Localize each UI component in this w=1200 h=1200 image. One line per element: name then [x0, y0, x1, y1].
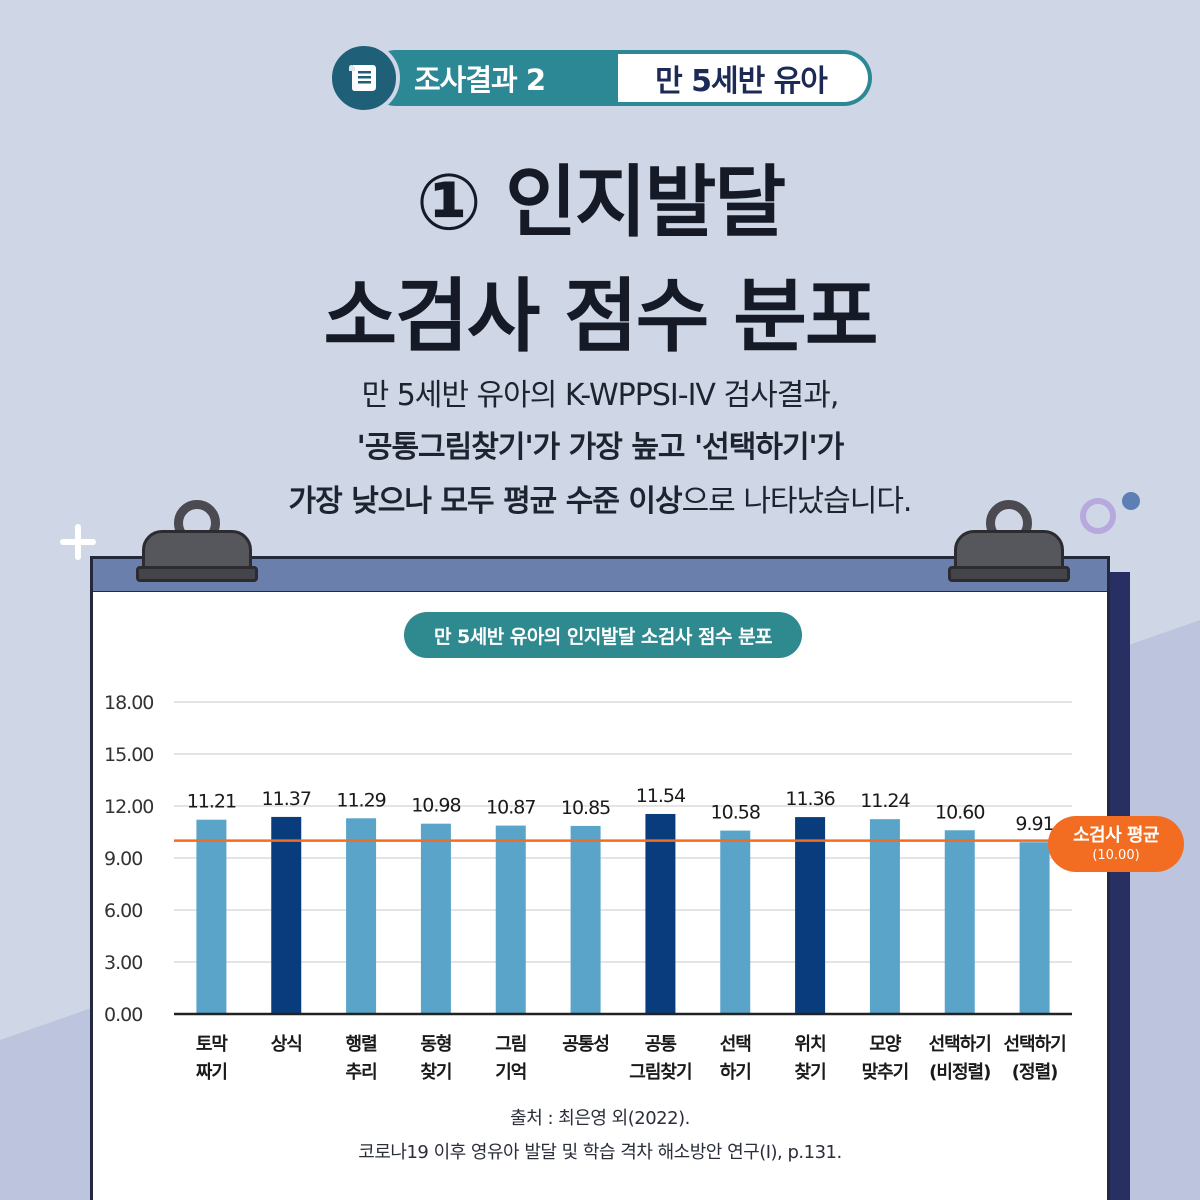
binder-clip-left-icon: [136, 500, 258, 584]
data-label: 11.24: [860, 790, 910, 812]
data-label: 10.58: [711, 802, 760, 824]
bar: [420, 823, 451, 1014]
y-tick-label: 18.00: [104, 692, 153, 714]
x-tick-label: (비정렬): [929, 1061, 990, 1083]
y-tick-label: 12.00: [104, 796, 153, 818]
x-tick-label: 위치: [795, 1034, 826, 1055]
y-tick-label: 6.00: [104, 900, 142, 922]
section-badge: 조사결과 2 만 5세반 유아: [328, 42, 872, 114]
bar-chart: 0.00 3.00 6.00 9.00 12.00 15.00 18.00 11.21 토막짜기…: [104, 692, 1072, 1083]
bar: [495, 825, 526, 1014]
x-tick-label: 짜기: [196, 1062, 227, 1083]
x-tick-label: 공통성: [562, 1034, 609, 1055]
x-tick-label: 찾기: [795, 1062, 826, 1083]
chart-title: 만 5세반 유아의 인지발달 소검사 점수 분포: [404, 612, 802, 658]
data-label: 11.37: [262, 788, 311, 810]
bar: [720, 830, 751, 1014]
data-label: 10.87: [486, 797, 535, 819]
x-tick-label: (정렬): [1012, 1061, 1058, 1083]
x-tick-label: 선택: [720, 1034, 751, 1055]
bar: [795, 817, 826, 1014]
plus-decoration-icon: [58, 522, 98, 562]
x-tick-label: 선택하기: [929, 1034, 991, 1055]
x-tick-label: 그림: [495, 1034, 526, 1055]
bar: [1019, 842, 1050, 1014]
bar: [570, 825, 601, 1014]
description-line3-bold: 가장 낮으나 모두 평균 수준 이상: [288, 484, 683, 519]
ring-decoration-icon: [1080, 498, 1116, 534]
x-tick-label: 공통: [645, 1034, 677, 1055]
board-shadow: [1110, 572, 1130, 1200]
source-citation-line2: 코로나19 이후 영유아 발달 및 학습 격차 해소방안 연구(Ⅰ), p.13…: [358, 1142, 842, 1163]
bar: [645, 813, 676, 1014]
data-label: 11.29: [336, 789, 385, 811]
x-tick-label: 동형: [420, 1034, 451, 1055]
data-label: 10.98: [411, 795, 460, 817]
scroll-icon: [328, 42, 400, 114]
x-tick-label: 맞추기: [862, 1062, 909, 1083]
x-tick-label: 모양: [869, 1034, 902, 1055]
source-citation-line1: 출처 : 최은영 외(2022).: [510, 1108, 690, 1129]
data-label: 11.21: [187, 791, 236, 813]
page-title-line1: ① 인지발달: [415, 158, 786, 248]
y-tick-label: 3.00: [104, 952, 142, 974]
y-tick-label: 9.00: [104, 848, 142, 870]
badge-subject-label: 만 5세반 유아: [614, 50, 872, 106]
average-reference-label: 소검사 평균 (10.00): [1048, 816, 1184, 872]
data-label: 11.36: [785, 788, 834, 810]
bar: [271, 816, 302, 1014]
x-tick-label: 그림찾기: [629, 1062, 691, 1083]
y-tick-label: 0.00: [104, 1004, 142, 1026]
data-label: 9.91: [1015, 813, 1053, 835]
page-title-line2: 소검사 점수 분포: [323, 270, 879, 363]
data-label: 10.60: [935, 801, 984, 823]
bar: [346, 818, 377, 1014]
x-tick-label: 상식: [271, 1034, 302, 1055]
binder-clip-right-icon: [948, 500, 1070, 584]
description-line2: '공통그림찾기'가 가장 높고 '선택하기'가: [356, 430, 845, 465]
description-line3: 가장 낮으나 모두 평균 수준 이상으로 나타났습니다.: [0, 476, 1200, 520]
badge-section-label: 조사결과 2: [368, 50, 618, 106]
description-line1: 만 5세반 유아의 K-WPPSI-IV 검사결과,: [361, 378, 840, 413]
x-tick-label: 기억: [495, 1062, 526, 1083]
average-label-text: 소검사 평균: [1072, 824, 1160, 846]
x-tick-label: 선택하기: [1003, 1034, 1065, 1055]
average-label-value: (10.00): [1092, 847, 1140, 863]
x-tick-label: 추리: [346, 1062, 377, 1083]
bar: [869, 819, 900, 1014]
bar: [196, 819, 227, 1014]
bar: [944, 830, 975, 1014]
y-tick-label: 15.00: [104, 744, 153, 766]
x-tick-label: 행렬: [346, 1033, 378, 1055]
data-label: 10.85: [561, 797, 610, 819]
x-tick-label: 하기: [720, 1062, 751, 1083]
x-tick-label: 찾기: [420, 1062, 451, 1083]
description-line3-rest: 으로 나타났습니다.: [681, 484, 913, 519]
dot-decoration-icon: [1122, 492, 1140, 510]
data-label: 11.54: [636, 785, 686, 807]
x-tick-label: 토막: [196, 1034, 229, 1055]
